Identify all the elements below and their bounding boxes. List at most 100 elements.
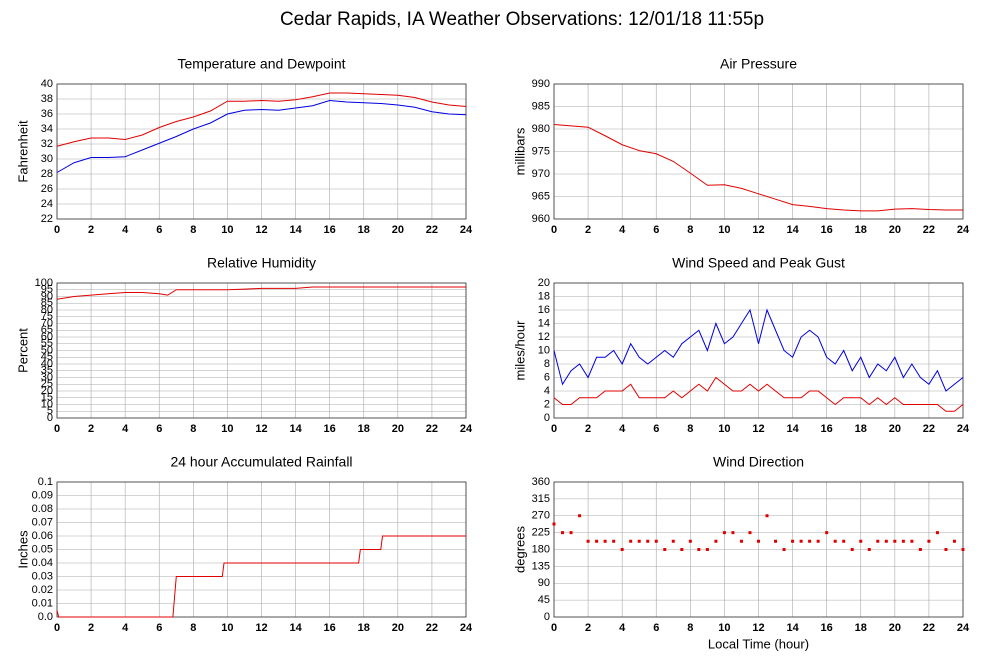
x-tick-label: 24 — [460, 622, 473, 634]
y-axis-label: degrees — [512, 526, 527, 573]
y-tick-label: 90 — [41, 290, 53, 302]
data-point — [561, 531, 565, 535]
y-tick-label: 100 — [35, 277, 53, 289]
y-tick-label: 0 — [544, 611, 550, 623]
data-point — [637, 539, 641, 543]
data-point — [816, 539, 820, 543]
y-tick-label: 0.03 — [32, 570, 53, 582]
y-tick-label: 60 — [41, 331, 53, 343]
y-tick-label: 360 — [532, 476, 550, 488]
x-tick-label: 2 — [88, 224, 94, 236]
data-point — [910, 539, 914, 543]
x-tick-label: 2 — [585, 423, 591, 435]
y-tick-label: 70 — [41, 317, 53, 329]
data-point — [952, 539, 956, 543]
y-tick-label: 0.09 — [32, 489, 53, 501]
x-tick-label: 20 — [392, 224, 404, 236]
x-tick-label: 12 — [752, 224, 764, 236]
y-tick-label: 225 — [532, 527, 550, 539]
plot-frame — [56, 282, 467, 419]
x-tick-label: 14 — [289, 423, 302, 435]
data-line — [56, 92, 467, 147]
data-point — [697, 548, 701, 551]
data-point — [918, 548, 922, 551]
x-tick-label: 22 — [426, 423, 438, 435]
y-tick-label: 965 — [532, 190, 550, 202]
y-tick-label: 975 — [532, 145, 550, 157]
data-point — [893, 539, 897, 543]
y-tick-label: 38 — [41, 93, 53, 105]
y-tick-label: 0.07 — [32, 516, 53, 528]
y-tick-label: 36 — [41, 108, 53, 120]
x-tick-label: 2 — [585, 622, 591, 634]
y-tick-label: 315 — [532, 493, 550, 505]
data-point — [569, 531, 573, 535]
x-tick-label: 24 — [460, 224, 473, 236]
plot-frame — [56, 481, 467, 618]
data-point — [961, 548, 965, 551]
x-tick-label: 8 — [687, 224, 693, 236]
x-tick-label: 4 — [619, 224, 626, 236]
y-tick-label: 26 — [41, 183, 53, 195]
x-tick-label: 6 — [156, 423, 162, 435]
x-tick-label: 16 — [324, 224, 336, 236]
data-point — [791, 539, 795, 543]
y-tick-label: 2 — [544, 398, 550, 410]
chart-title: Air Pressure — [720, 56, 797, 72]
chart-title: Relative Humidity — [207, 255, 316, 271]
x-tick-label: 20 — [889, 423, 901, 435]
x-axis-label: Local Time (hour) — [708, 636, 809, 651]
y-tick-label: 10 — [538, 344, 550, 356]
data-line — [553, 376, 964, 412]
x-tick-label: 14 — [786, 224, 799, 236]
y-tick-label: 15 — [41, 392, 53, 404]
data-point — [663, 548, 667, 551]
data-point — [842, 539, 846, 543]
x-tick-label: 0 — [54, 622, 60, 634]
x-tick-label: 10 — [221, 224, 233, 236]
x-tick-label: 18 — [358, 224, 370, 236]
data-point — [944, 548, 948, 551]
x-tick-label: 12 — [752, 423, 764, 435]
y-tick-label: 0.1 — [38, 476, 53, 488]
y-tick-label: 0 — [544, 412, 550, 424]
y-tick-label: 28 — [41, 168, 53, 180]
x-tick-label: 6 — [156, 224, 162, 236]
x-tick-label: 18 — [358, 622, 370, 634]
data-line — [553, 124, 963, 212]
y-axis-label: Inches — [15, 530, 30, 569]
data-point — [850, 548, 854, 551]
y-tick-label: 14 — [538, 317, 550, 329]
data-point — [765, 514, 769, 518]
y-tick-label: 970 — [532, 168, 550, 180]
x-tick-label: 0 — [551, 423, 557, 435]
x-tick-label: 8 — [687, 423, 693, 435]
data-point — [714, 539, 718, 543]
x-tick-label: 10 — [221, 622, 233, 634]
y-tick-label: 55 — [41, 338, 53, 350]
data-line — [56, 535, 466, 618]
x-tick-label: 8 — [190, 622, 196, 634]
y-tick-label: 20 — [41, 385, 53, 397]
y-tick-label: 4 — [544, 385, 550, 397]
x-tick-label: 4 — [122, 423, 129, 435]
y-tick-label: 5 — [47, 405, 53, 417]
x-tick-label: 12 — [255, 423, 267, 435]
data-point — [552, 522, 556, 526]
x-tick-label: 24 — [460, 423, 473, 435]
y-tick-label: 35 — [41, 365, 53, 377]
y-tick-label: 8 — [544, 358, 550, 370]
data-point — [595, 539, 599, 543]
x-tick-label: 4 — [122, 224, 129, 236]
x-tick-label: 20 — [889, 622, 901, 634]
data-point — [671, 539, 675, 543]
data-point — [867, 548, 871, 551]
y-tick-label: 75 — [41, 311, 53, 323]
y-tick-label: 0.0 — [38, 611, 53, 623]
y-tick-label: 16 — [538, 304, 550, 316]
y-tick-label: 270 — [532, 510, 550, 522]
y-tick-label: 40 — [41, 78, 53, 90]
x-tick-label: 24 — [957, 423, 970, 435]
y-tick-label: 65 — [41, 324, 53, 336]
